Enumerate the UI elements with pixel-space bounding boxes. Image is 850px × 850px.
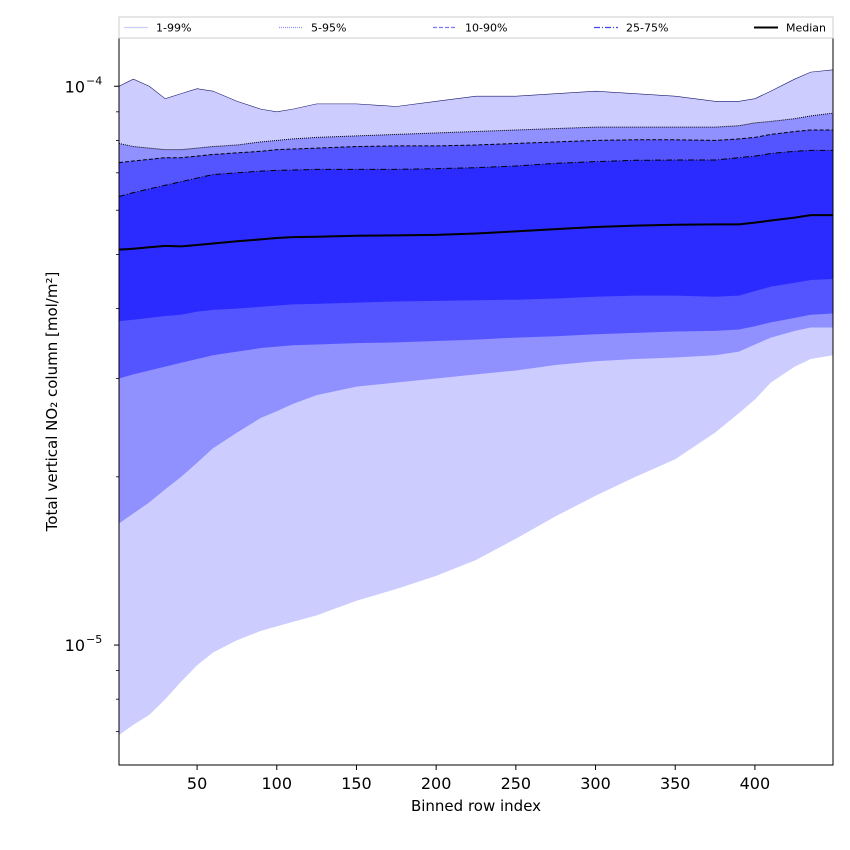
band-edge-upper-5-95% <box>118 112 834 151</box>
x-tick-label: 150 <box>341 774 372 793</box>
legend-label: 1-99% <box>156 22 191 35</box>
median-layer <box>118 214 833 251</box>
band-edges-layer <box>118 69 834 197</box>
y-axis: 10−510−4 <box>65 74 119 733</box>
x-axis: 50 100 150 200 250 300 350 400 <box>187 765 770 793</box>
x-tick-label: 400 <box>740 774 771 793</box>
legend: 1-99% 5-95% 10-90% 25-75% Median <box>118 16 834 39</box>
band-25-75% <box>119 150 833 322</box>
legend-label: 25-75% <box>626 22 668 35</box>
x-tick-label: 300 <box>580 774 611 793</box>
y-tick-exponent: −4 <box>86 74 102 87</box>
y-axis-label: Total vertical NO₂ column [mol/m²] <box>43 272 61 533</box>
x-tick-label: 100 <box>262 774 293 793</box>
x-tick-label: 50 <box>187 774 207 793</box>
band-edge-upper-10-90% <box>118 129 833 164</box>
x-tick-label: 250 <box>501 774 532 793</box>
y-tick-label: 10 <box>65 636 85 655</box>
bands-layer <box>119 69 833 736</box>
median-line <box>118 214 833 251</box>
y-tick-exponent: −5 <box>86 633 102 646</box>
x-tick-label: 200 <box>421 774 452 793</box>
legend-label: 10-90% <box>465 22 507 35</box>
x-axis-label: Binned row index <box>411 797 541 815</box>
y-tick-label: 10 <box>65 77 85 96</box>
legend-box <box>118 16 834 39</box>
band-edge-upper-1-99% <box>118 69 834 113</box>
plot-area <box>118 37 834 766</box>
band-edge-upper-25-75% <box>118 149 833 197</box>
x-tick-label: 350 <box>660 774 691 793</box>
legend-label: 5-95% <box>311 22 346 35</box>
legend-label: Median <box>786 22 826 35</box>
